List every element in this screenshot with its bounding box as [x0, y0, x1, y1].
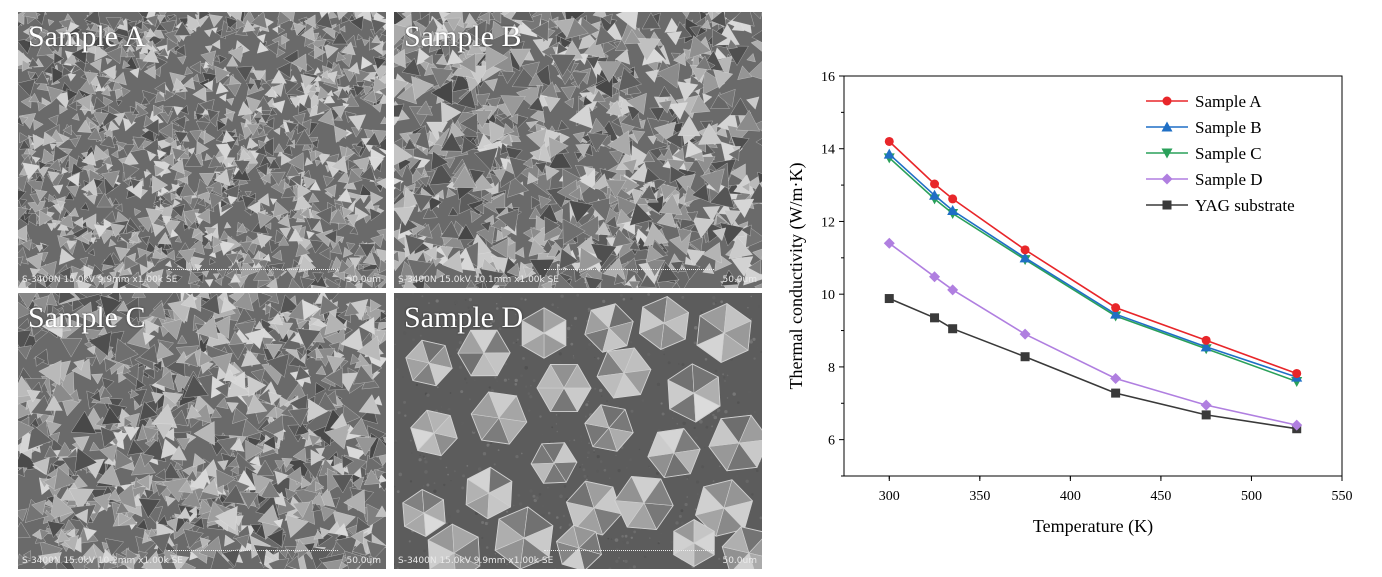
data-point — [1200, 399, 1212, 411]
x-tick-label: 300 — [879, 489, 900, 504]
legend-label: Sample C — [1195, 144, 1262, 163]
sem-panel-sample-b: Sample B S-3400N 15.0kV 10.1mm x1.00k SE… — [394, 12, 762, 288]
data-point — [1110, 373, 1122, 385]
panel-label: Sample D — [404, 301, 524, 334]
thermal-conductivity-chart: 300 350 400 450 500 550 6 8 10 12 14 16 Temperature … — [778, 56, 1374, 556]
sem-panel-sample-a: Sample A S-3400N 15.0kV 9.9mm x1.00k SE … — [18, 12, 386, 288]
scale-bar-label: 50.0um — [346, 275, 381, 285]
series-line — [888, 242, 1297, 426]
panel-label: Sample B — [404, 20, 522, 53]
data-point — [1019, 328, 1031, 340]
x-tick-label: 550 — [1332, 489, 1353, 504]
sem-metadata: S-3400N 15.0kV 10.1mm x1.00k SE — [398, 275, 559, 285]
sem-metadata: S-3400N 15.0kV 9.9mm x1.00k SE — [398, 556, 554, 566]
legend-label: YAG substrate — [1195, 196, 1295, 215]
data-point — [1201, 410, 1211, 420]
y-tick-label: 12 — [821, 215, 835, 230]
sem-panel-sample-c: Sample C S-3400N 15.0kV 10.2mm x1.00k SE… — [18, 293, 386, 569]
data-point — [1020, 352, 1030, 362]
data-point — [929, 271, 941, 283]
series-line — [888, 157, 1297, 383]
scale-bar-label: 50.0um — [722, 275, 757, 285]
legend-marker — [1162, 200, 1172, 210]
y-axis-label: Thermal conductivity (W/m·K) — [786, 163, 807, 390]
sem-panel-sample-d: Sample D S-3400N 15.0kV 9.9mm x1.00k SE … — [394, 293, 762, 569]
sem-metadata: S-3400N 15.0kV 10.2mm x1.00k SE — [22, 556, 183, 566]
x-tick-label: 350 — [969, 489, 990, 504]
sem-metadata: S-3400N 15.0kV 9.9mm x1.00k SE — [22, 275, 178, 285]
series-sample-a — [884, 136, 1302, 378]
data-point — [948, 324, 958, 334]
scale-ticks — [168, 269, 338, 274]
plot-frame — [843, 75, 1343, 477]
scale-bar-label: 50.0um — [722, 556, 757, 566]
data-point — [930, 313, 940, 323]
data-point — [930, 179, 940, 189]
sem-micrograph-d — [394, 293, 762, 569]
sem-micrograph-a — [18, 12, 386, 288]
x-tick-label: 400 — [1060, 489, 1081, 504]
series-sample-d — [883, 237, 1303, 431]
data-point — [1201, 335, 1211, 345]
data-point — [1291, 419, 1303, 431]
data-point — [1292, 368, 1302, 378]
data-point — [948, 194, 958, 204]
panel-label: Sample A — [28, 20, 146, 53]
x-tick-label: 450 — [1150, 489, 1171, 504]
legend: Sample A Sample B Sample C Sample D YAG subs… — [1146, 92, 1295, 215]
y-tick-label: 14 — [821, 143, 835, 158]
data-point — [1111, 388, 1121, 398]
legend-label: Sample D — [1195, 170, 1263, 189]
data-point — [1019, 252, 1031, 263]
y-tick-label: 10 — [821, 288, 835, 303]
scale-ticks — [168, 550, 338, 555]
panel-label: Sample C — [28, 301, 146, 334]
y-tick-label: 6 — [828, 434, 835, 449]
legend-label: Sample B — [1195, 118, 1262, 137]
legend-marker — [1161, 148, 1173, 159]
data-point — [884, 294, 894, 304]
scale-bar-label: 50.0um — [346, 556, 381, 566]
scale-ticks — [544, 269, 714, 274]
y-tick-label: 16 — [821, 70, 835, 85]
data-point — [1200, 341, 1212, 352]
data-point — [883, 237, 895, 249]
chart-canvas: 300 350 400 450 500 550 6 8 10 12 14 16 Temperature … — [786, 70, 1353, 537]
legend-label: Sample A — [1195, 92, 1262, 111]
sem-image-grid: Sample A S-3400N 15.0kV 9.9mm x1.00k SE … — [18, 12, 770, 570]
data-point — [947, 284, 959, 296]
legend-marker — [1162, 96, 1172, 106]
data-point — [1020, 245, 1030, 255]
data-point — [884, 136, 894, 146]
sem-micrograph-c — [18, 293, 386, 569]
legend-marker — [1161, 173, 1173, 185]
scale-ticks — [544, 550, 714, 555]
sem-micrograph-b — [394, 12, 762, 288]
data-point — [947, 205, 959, 216]
data-point — [1111, 303, 1121, 313]
x-axis-label: Temperature (K) — [1033, 516, 1153, 537]
y-tick-label: 8 — [828, 361, 835, 376]
x-tick-label: 500 — [1241, 489, 1262, 504]
data-point — [929, 189, 941, 200]
data-point — [1110, 308, 1122, 319]
data-point — [883, 148, 895, 159]
series-line — [888, 297, 1297, 430]
legend-marker — [1161, 121, 1173, 132]
